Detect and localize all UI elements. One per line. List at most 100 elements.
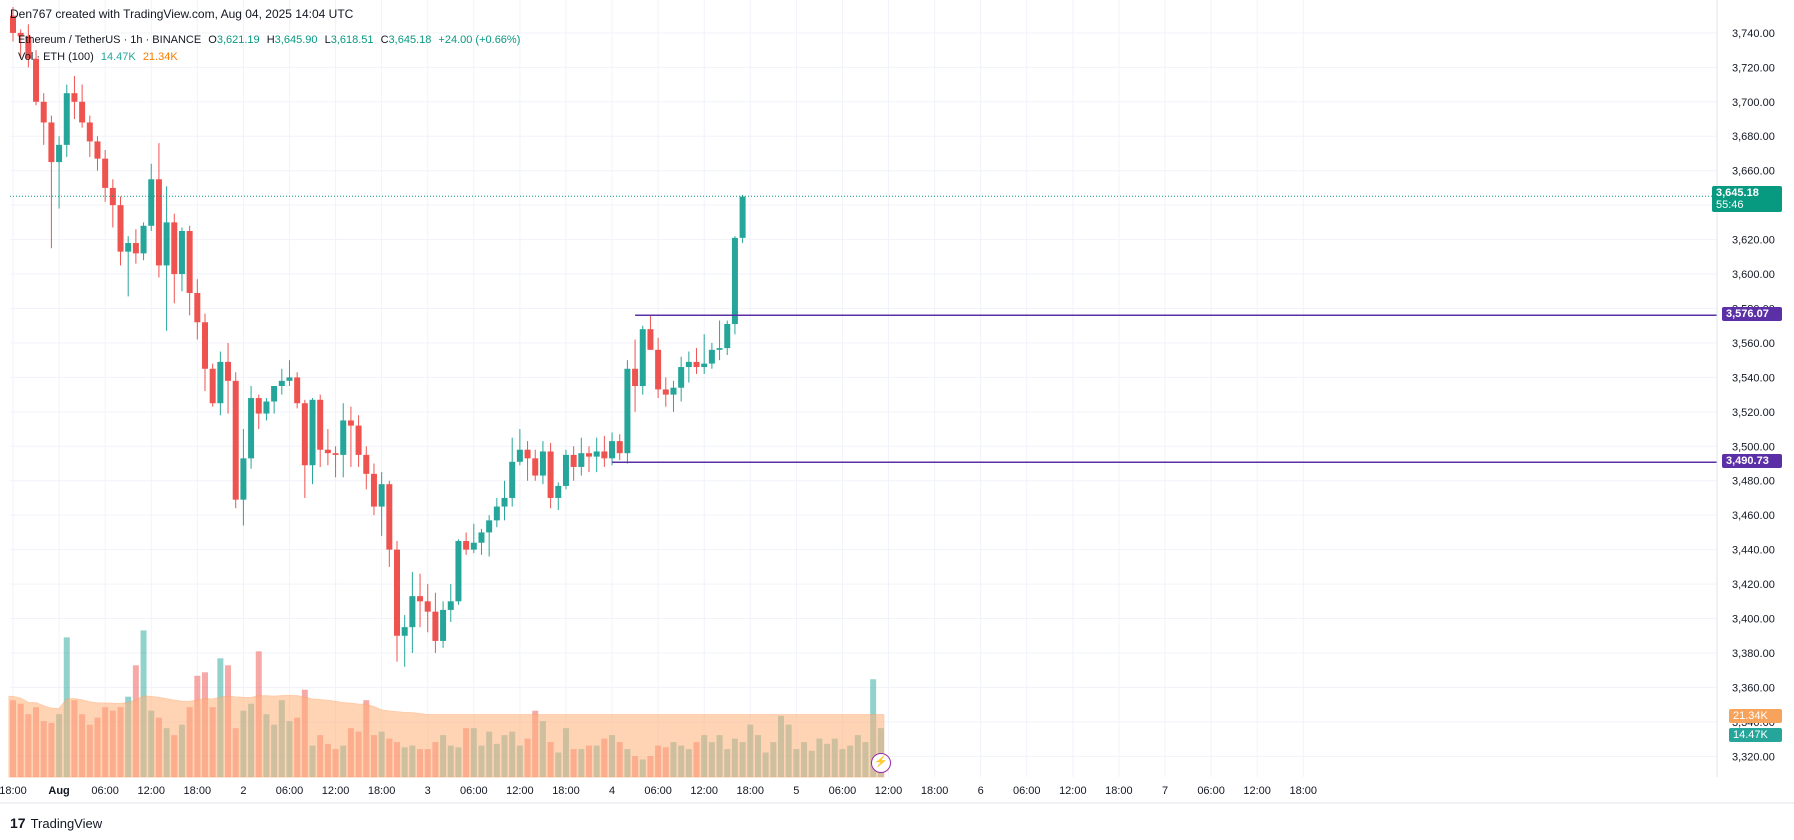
candle-body bbox=[463, 541, 470, 550]
candle-body bbox=[539, 451, 546, 476]
candle-body bbox=[655, 349, 662, 390]
x-tick-label: 3 bbox=[425, 785, 431, 797]
candle-body bbox=[363, 454, 370, 474]
candle-body bbox=[163, 222, 170, 266]
candle-body bbox=[609, 441, 616, 459]
candle-body bbox=[178, 230, 185, 275]
x-tick-label: 5 bbox=[793, 785, 799, 797]
y-tick-label: 3,440.00 bbox=[1732, 545, 1775, 557]
candle-body bbox=[616, 441, 623, 454]
candle-body bbox=[701, 363, 708, 368]
x-tick-label: 18:00 bbox=[0, 785, 27, 797]
candle-body bbox=[378, 484, 385, 507]
candle-body bbox=[724, 323, 731, 349]
candle-body bbox=[447, 601, 454, 610]
x-tick-label: 4 bbox=[609, 785, 615, 797]
y-tick-label: 3,400.00 bbox=[1732, 614, 1775, 626]
candle-body bbox=[125, 243, 132, 252]
candle-body bbox=[48, 122, 55, 163]
candle-body bbox=[263, 401, 270, 414]
candle-body bbox=[386, 484, 393, 550]
legend-low: L3,618.51 bbox=[324, 34, 374, 46]
candle-body bbox=[301, 403, 308, 466]
candle-body bbox=[739, 196, 746, 238]
y-tick-label: 3,720.00 bbox=[1732, 62, 1775, 74]
candle-body bbox=[708, 349, 715, 364]
y-tick-label: 3,480.00 bbox=[1732, 476, 1775, 488]
candle-body bbox=[409, 596, 416, 628]
candle-body bbox=[593, 451, 600, 457]
x-tick-label: 12:00 bbox=[1059, 785, 1087, 797]
x-tick-label: 06:00 bbox=[1197, 785, 1225, 797]
candle-body bbox=[662, 389, 669, 395]
x-tick-label: 18:00 bbox=[921, 785, 949, 797]
bolt-icon[interactable]: ⚡ bbox=[870, 753, 891, 773]
candle-body bbox=[94, 141, 101, 159]
candle-body bbox=[286, 377, 293, 381]
candle-body bbox=[79, 101, 86, 123]
candle-body bbox=[555, 485, 562, 498]
candle-body bbox=[332, 453, 339, 455]
y-tick-label: 3,740.00 bbox=[1732, 28, 1775, 40]
legend-volume: Vol · ETH (100) 14.47K 21.34K bbox=[18, 51, 182, 63]
candle-body bbox=[647, 329, 654, 350]
y-tick-label: 3,620.00 bbox=[1732, 235, 1775, 247]
x-tick-label: 06:00 bbox=[829, 785, 857, 797]
candle-body bbox=[486, 520, 493, 533]
candle-body bbox=[63, 93, 70, 145]
candle-body bbox=[562, 454, 569, 486]
legend-vol-label[interactable]: Vol · ETH (100) bbox=[18, 51, 94, 63]
candle-body bbox=[478, 532, 485, 543]
candle-body bbox=[271, 385, 278, 402]
candle-body bbox=[71, 93, 78, 102]
candle-body bbox=[601, 451, 608, 459]
candle-body bbox=[394, 549, 400, 636]
candle-body bbox=[278, 380, 285, 386]
x-tick-label: 18:00 bbox=[184, 785, 212, 797]
candle-body bbox=[248, 398, 255, 459]
candle-body bbox=[685, 361, 692, 368]
candle-body bbox=[140, 225, 147, 254]
x-tick-label: 06:00 bbox=[460, 785, 488, 797]
candle-body bbox=[670, 387, 677, 395]
candle-body bbox=[432, 611, 439, 641]
candle-body bbox=[240, 458, 247, 500]
y-tick-label: 3,380.00 bbox=[1732, 648, 1775, 660]
candle-body bbox=[547, 451, 554, 498]
candle-body bbox=[424, 601, 431, 612]
y-tick-label: 3,360.00 bbox=[1732, 682, 1775, 694]
candle-body bbox=[624, 368, 631, 454]
candle-body bbox=[524, 449, 531, 459]
x-tick-label: 18:00 bbox=[1105, 785, 1133, 797]
footer-brand: TradingView bbox=[30, 815, 103, 831]
y-tick-label: 3,540.00 bbox=[1732, 372, 1775, 384]
legend-vol-value: 14.47K bbox=[100, 51, 136, 63]
candle-body bbox=[225, 361, 232, 381]
candle-body bbox=[186, 230, 193, 293]
x-tick-label: 06:00 bbox=[91, 785, 119, 797]
y-tick-label: 3,460.00 bbox=[1732, 510, 1775, 522]
candle-body bbox=[232, 380, 239, 500]
x-tick-label: 18:00 bbox=[1289, 785, 1317, 797]
candle-body bbox=[693, 361, 700, 368]
candle-body bbox=[570, 454, 577, 467]
candle-body bbox=[355, 425, 362, 455]
x-tick-label: 7 bbox=[1162, 785, 1168, 797]
footer-logo[interactable]: 17 TradingView bbox=[10, 815, 102, 831]
legend-close: C3,645.18 bbox=[380, 34, 432, 46]
candle-body bbox=[632, 368, 639, 386]
x-tick-label: 18:00 bbox=[368, 785, 396, 797]
legend-change: +24.00 (+0.66%) bbox=[438, 34, 521, 46]
candle-body bbox=[509, 461, 516, 498]
legend-symbol[interactable]: Ethereum / TetherUS · 1h · BINANCE bbox=[18, 34, 202, 46]
tradingview-logo-icon: 17 bbox=[10, 815, 26, 831]
candle-body bbox=[347, 420, 354, 426]
x-tick-label: 06:00 bbox=[644, 785, 672, 797]
candle-body bbox=[132, 243, 139, 254]
legend-high: H3,645.90 bbox=[266, 34, 318, 46]
candle-body bbox=[470, 542, 477, 550]
y-tick-label: 3,520.00 bbox=[1732, 407, 1775, 419]
x-tick-label: 12:00 bbox=[506, 785, 534, 797]
